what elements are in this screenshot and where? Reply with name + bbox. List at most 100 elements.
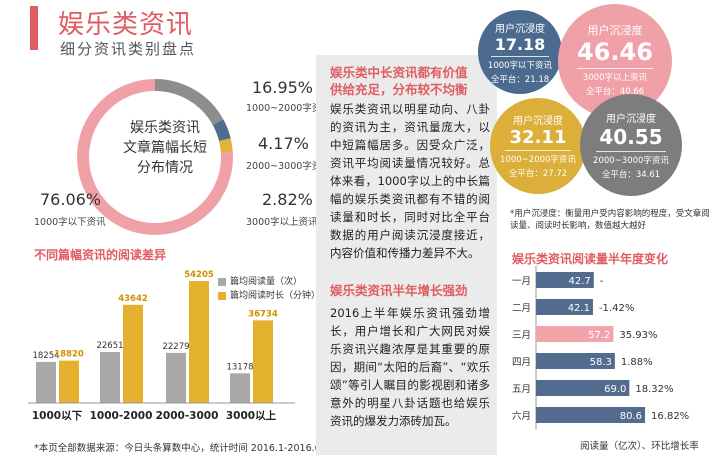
section1-title: 娱乐类中长资讯都有价值 供给充足，分布较不均衡 xyxy=(330,64,468,98)
legend-read-count: 篇均阅读量（次） xyxy=(218,274,302,287)
hbar-bar-3 xyxy=(536,353,615,369)
bubble-3000-plus-desc: 3000字以上资讯 xyxy=(582,73,648,83)
bar-3-0 xyxy=(230,373,250,403)
hbar-value-5: 80.6 xyxy=(620,411,642,422)
bubble-under-1000: 用户沉浸度 17.18 1000字以下资讯 全平台：21.18 xyxy=(478,10,562,94)
hbar-bar-2 xyxy=(536,326,614,342)
section2-body: 2016上半年娱乐资讯强劲增长，用户增长和广大网民对娱乐资讯兴趣浓厚是其重要的原… xyxy=(330,304,490,430)
bar-category-label-0: 1000以下 xyxy=(32,410,83,422)
hbar-month-label-3: 四月 xyxy=(512,357,531,368)
bar-value-2-1: 54205 xyxy=(184,270,214,280)
monthly-reads-hbar-chart: 一月 42.7 - 二月 42.1 -1.42% 三月 57.2 35.93% 四月 58.3 1.8… xyxy=(512,266,689,430)
donut-center-line-2: 文章篇幅长短 xyxy=(123,140,207,156)
bubble-3000-plus-label: 用户沉浸度 xyxy=(587,24,643,37)
immersion-definition-note: *用户沉浸度：衡量用户受内容影响的程度，受文章阅读量、阅读时长影响，数值越大越好 xyxy=(510,209,710,231)
bubble-1000-2000-platform: 全平台：27.72 xyxy=(508,169,568,179)
bubble-under-1000-label: 用户沉浸度 xyxy=(495,24,545,35)
hbar-bar-0 xyxy=(536,272,594,288)
bar-value-2-0: 22279 xyxy=(162,342,189,352)
hbar-value-3: 58.3 xyxy=(590,357,612,368)
bubble-1000-2000-desc: 1000~2000字资讯 xyxy=(500,155,576,165)
bar-value-3-0: 13178 xyxy=(226,362,253,372)
hbar-growth-5: 16.82% xyxy=(651,411,689,422)
data-source-footnote: *本页全部数据来源：今日头条算数中心，统计时间 2016.1-2016.6； xyxy=(34,443,331,454)
bar-2-1 xyxy=(189,281,209,403)
bar-0-0 xyxy=(36,361,56,403)
donut-pct-1000-2000: 16.95% xyxy=(252,78,314,97)
bubble-1000-2000-divider xyxy=(505,150,571,151)
bubble-under-1000-divider xyxy=(491,56,549,57)
hbar-bar-5 xyxy=(536,407,646,423)
page-subtitle: 细分资讯类别盘点 xyxy=(60,40,197,58)
bubble-2000-3000-platform: 全平台：34.61 xyxy=(601,170,661,180)
length-distribution-donut xyxy=(77,79,233,235)
bar-value-0-1: 18820 xyxy=(54,350,84,360)
hbar-growth-3: 1.88% xyxy=(621,357,653,368)
hbar-growth-0: - xyxy=(600,276,604,287)
legend-read-time-label: 篇均阅读时长（分钟） xyxy=(230,291,321,301)
bubble-1000-2000-value: 32.11 xyxy=(509,127,567,148)
bubble-2000-3000-label: 用户沉浸度 xyxy=(606,114,656,125)
title-accent-bar xyxy=(30,6,38,50)
donut-center-text: 娱乐类资讯 文章篇幅长短 分布情况 xyxy=(100,118,230,178)
page-title: 娱乐类资讯 xyxy=(58,10,194,40)
hbar-month-label-4: 五月 xyxy=(512,384,531,395)
bar-category-label-2: 2000-3000 xyxy=(156,410,219,422)
legend-read-time: 篇均阅读时长（分钟） xyxy=(218,288,320,301)
bubble-3000-plus-platform: 全平台：40.66 xyxy=(585,87,645,97)
donut-label-under-1000: 1000字以下资讯 xyxy=(34,217,106,228)
bubble-under-1000-value: 17.18 xyxy=(494,35,546,54)
section1-body: 娱乐类资讯以明星动向、八卦的资讯为主，资讯量庞大，以中短篇幅居多。因受众广泛，资… xyxy=(330,100,490,262)
donut-label-2000-3000: 2000~3000字资讯 xyxy=(246,161,331,172)
hbar-caption: 阅读量（亿次）、环比增长率 xyxy=(580,441,699,452)
bar-value-0-0: 18254 xyxy=(32,351,59,361)
middle-panel-bg xyxy=(316,55,497,455)
hbar-month-label-0: 一月 xyxy=(512,276,531,287)
bar-0-1 xyxy=(59,360,79,403)
donut-pct-2000-3000: 4.17% xyxy=(258,134,309,153)
hbar-value-2: 57.2 xyxy=(588,330,610,341)
bar-category-label-3: 3000以上 xyxy=(226,409,277,422)
hbar-month-label-2: 三月 xyxy=(512,330,531,341)
hbar-chart-title: 娱乐类资讯阅读量半年度变化 xyxy=(512,252,669,266)
donut-pct-under-1000: 76.06% xyxy=(40,190,102,209)
hbar-growth-2: 35.93% xyxy=(619,330,657,341)
donut-label-3000-plus: 3000字以上资讯 xyxy=(246,217,318,228)
bubble-2000-3000-value: 40.55 xyxy=(599,125,663,149)
hbar-bar-4 xyxy=(536,380,630,396)
hbar-month-label-5: 六月 xyxy=(512,410,531,422)
bubble-3000-plus-value: 46.46 xyxy=(577,38,653,66)
bubble-3000-plus-divider xyxy=(577,68,653,69)
bubble-1000-2000: 用户沉浸度 32.11 1000~2000字资讯 全平台：27.72 xyxy=(490,98,586,194)
section1-title-line1: 娱乐类中长资讯都有价值 xyxy=(330,65,468,80)
bubble-2000-3000-divider xyxy=(596,151,666,152)
bar-value-1-0: 22651 xyxy=(96,341,123,351)
donut-label-1000-2000: 1000~2000字资讯 xyxy=(246,103,331,114)
donut-center-line-1: 娱乐类资讯 xyxy=(130,120,200,136)
section2-paragraph: 2016上半年娱乐资讯强劲增长，用户增长和广大网民对娱乐资讯兴趣浓厚是其重要的原… xyxy=(330,306,490,428)
bar-chart-title: 不同篇幅资讯的阅读差异 xyxy=(34,248,167,262)
bar-value-1-1: 43642 xyxy=(118,294,148,304)
hbar-value-1: 42.1 xyxy=(568,303,590,314)
hbar-value-0: 42.7 xyxy=(569,276,591,287)
section1-title-line2: 供给充足，分布较不均衡 xyxy=(330,82,468,97)
hbar-growth-4: 18.32% xyxy=(635,384,673,395)
section2-title: 娱乐类资讯半年增长强劲 xyxy=(330,283,468,298)
bubble-under-1000-desc: 1000字以下资讯 xyxy=(487,61,553,71)
hbar-month-label-1: 二月 xyxy=(512,303,531,314)
donut-segment-0 xyxy=(77,79,233,235)
bar-2-0 xyxy=(166,352,186,403)
legend-read-count-label: 篇均阅读量（次） xyxy=(230,277,303,287)
bar-1-1 xyxy=(123,304,143,403)
legend-swatch-yellow xyxy=(218,291,226,300)
bar-1-0 xyxy=(100,352,120,403)
section1-paragraph: 娱乐类资讯以明星动向、八卦的资讯为主，资讯量庞大，以中短篇幅居多。因受众广泛，资… xyxy=(330,102,490,260)
bar-3-1 xyxy=(253,320,273,403)
bar-value-3-1: 36734 xyxy=(248,309,278,319)
hbar-value-4: 69.0 xyxy=(604,384,626,395)
donut-center-line-3: 分布情况 xyxy=(137,160,193,176)
bubble-2000-3000-desc: 2000~3000字资讯 xyxy=(593,156,669,166)
legend-swatch-gray xyxy=(218,277,226,286)
hbar-growth-1: -1.42% xyxy=(599,303,634,314)
